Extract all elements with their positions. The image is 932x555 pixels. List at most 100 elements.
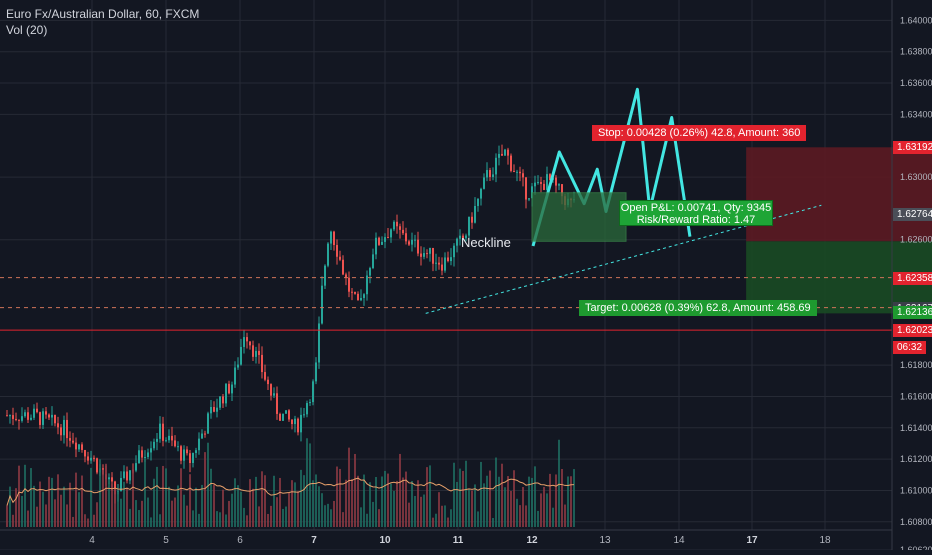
candle-body [459, 235, 461, 239]
volume-bar [414, 495, 416, 527]
candle-body [54, 414, 56, 424]
volume-bar [375, 477, 377, 527]
candle-body [141, 450, 143, 458]
volume-bar [267, 513, 269, 527]
volume-bar [33, 485, 35, 527]
x-tick-label: 7 [311, 535, 317, 546]
volume-bar [336, 466, 338, 527]
candle-body [120, 477, 122, 492]
volume-bar [315, 474, 317, 527]
volume-bar [123, 481, 125, 527]
candle-body [465, 235, 467, 239]
volume-bar [366, 513, 368, 527]
candle-body [546, 174, 548, 190]
volume-bar [300, 469, 302, 527]
volume-bar [294, 482, 296, 527]
candle-body [396, 221, 398, 227]
stop-label[interactable]: Stop: 0.00428 (0.26%) 42.8, Amount: 360 [592, 125, 807, 141]
volume-bar [57, 474, 59, 527]
volume-bar [69, 482, 71, 527]
candle-body [57, 423, 59, 428]
target-label[interactable]: Target: 0.00628 (0.39%) 62.8, Amount: 45… [579, 300, 817, 316]
candle-body [36, 408, 38, 413]
candle-body [135, 463, 137, 471]
candle-body [543, 183, 545, 190]
candle-body [204, 433, 206, 435]
volume-bar [282, 508, 284, 527]
volume-bar [255, 476, 257, 527]
volume-bar [330, 509, 332, 527]
candle-body [210, 407, 212, 414]
volume-bar [195, 487, 197, 527]
volume-ma-line [6, 477, 575, 506]
volume-bar [381, 476, 383, 527]
candle-body [417, 239, 419, 254]
candle-body [243, 337, 245, 347]
volume-bar [486, 475, 488, 527]
candle-body [177, 446, 179, 448]
candle-body [216, 407, 218, 412]
volume-bar [207, 442, 209, 527]
candle-body [384, 237, 386, 242]
y-tick-label: 1.61600 [900, 391, 932, 401]
volume-bar [426, 467, 428, 527]
x-tick-label: 5 [163, 535, 169, 546]
price-tag: 1.63192 [893, 140, 932, 154]
volume-bar [132, 469, 134, 527]
volume-bar [270, 505, 272, 527]
candle-body [87, 456, 89, 461]
candle-body [189, 453, 191, 463]
volume-bar [351, 479, 353, 527]
volume-bar [96, 502, 98, 527]
candle-body [228, 383, 230, 394]
candle-body [468, 216, 470, 236]
volume-bar [102, 469, 104, 527]
candle-body [300, 414, 302, 433]
volume-bar [141, 500, 143, 527]
volume-bar [252, 488, 254, 527]
volume-bar [204, 452, 206, 527]
volume-bar [378, 509, 380, 527]
candle-body [159, 423, 161, 439]
y-tick-label: 1.63800 [900, 47, 932, 57]
candle-body [42, 411, 44, 425]
candle-body [111, 477, 113, 482]
y-tick-label: 1.63600 [900, 78, 932, 88]
volume-bar [342, 512, 344, 527]
y-tick-label: 1.62600 [900, 235, 932, 245]
open-pnl-box[interactable]: Open P&L: 0.00741, Qty: 9345 Risk/Reward… [619, 200, 773, 226]
volume-bar [471, 490, 473, 527]
candle-body [390, 229, 392, 238]
price-tag: 1.62764 [893, 208, 932, 222]
volume-bar [279, 477, 281, 527]
candle-body [321, 285, 323, 324]
x-tick-label: 18 [819, 535, 831, 546]
volume-bar [225, 514, 227, 527]
candle-body [150, 448, 152, 453]
candle-body [60, 427, 62, 436]
candle-body [126, 471, 128, 481]
volume-bar [171, 500, 173, 527]
candle-body [561, 184, 563, 197]
candle-body [477, 198, 479, 206]
candle-body [258, 350, 260, 355]
candle-body [366, 275, 368, 295]
volume-bar [246, 515, 248, 527]
volume-bar [288, 492, 290, 527]
volume-bar [321, 493, 323, 527]
volume-bar [441, 505, 443, 527]
candle-body [504, 149, 506, 156]
volume-bar [474, 484, 476, 527]
volume-bar [159, 514, 161, 527]
y-tick-label: 1.63400 [900, 109, 932, 119]
volume-bar [393, 490, 395, 527]
volume-bar [369, 482, 371, 527]
volume-bar [324, 505, 326, 527]
volume-bar [273, 475, 275, 527]
volume-bar [318, 486, 320, 527]
candle-body [471, 216, 473, 223]
volume-bar [483, 483, 485, 527]
volume-bar [462, 470, 464, 527]
